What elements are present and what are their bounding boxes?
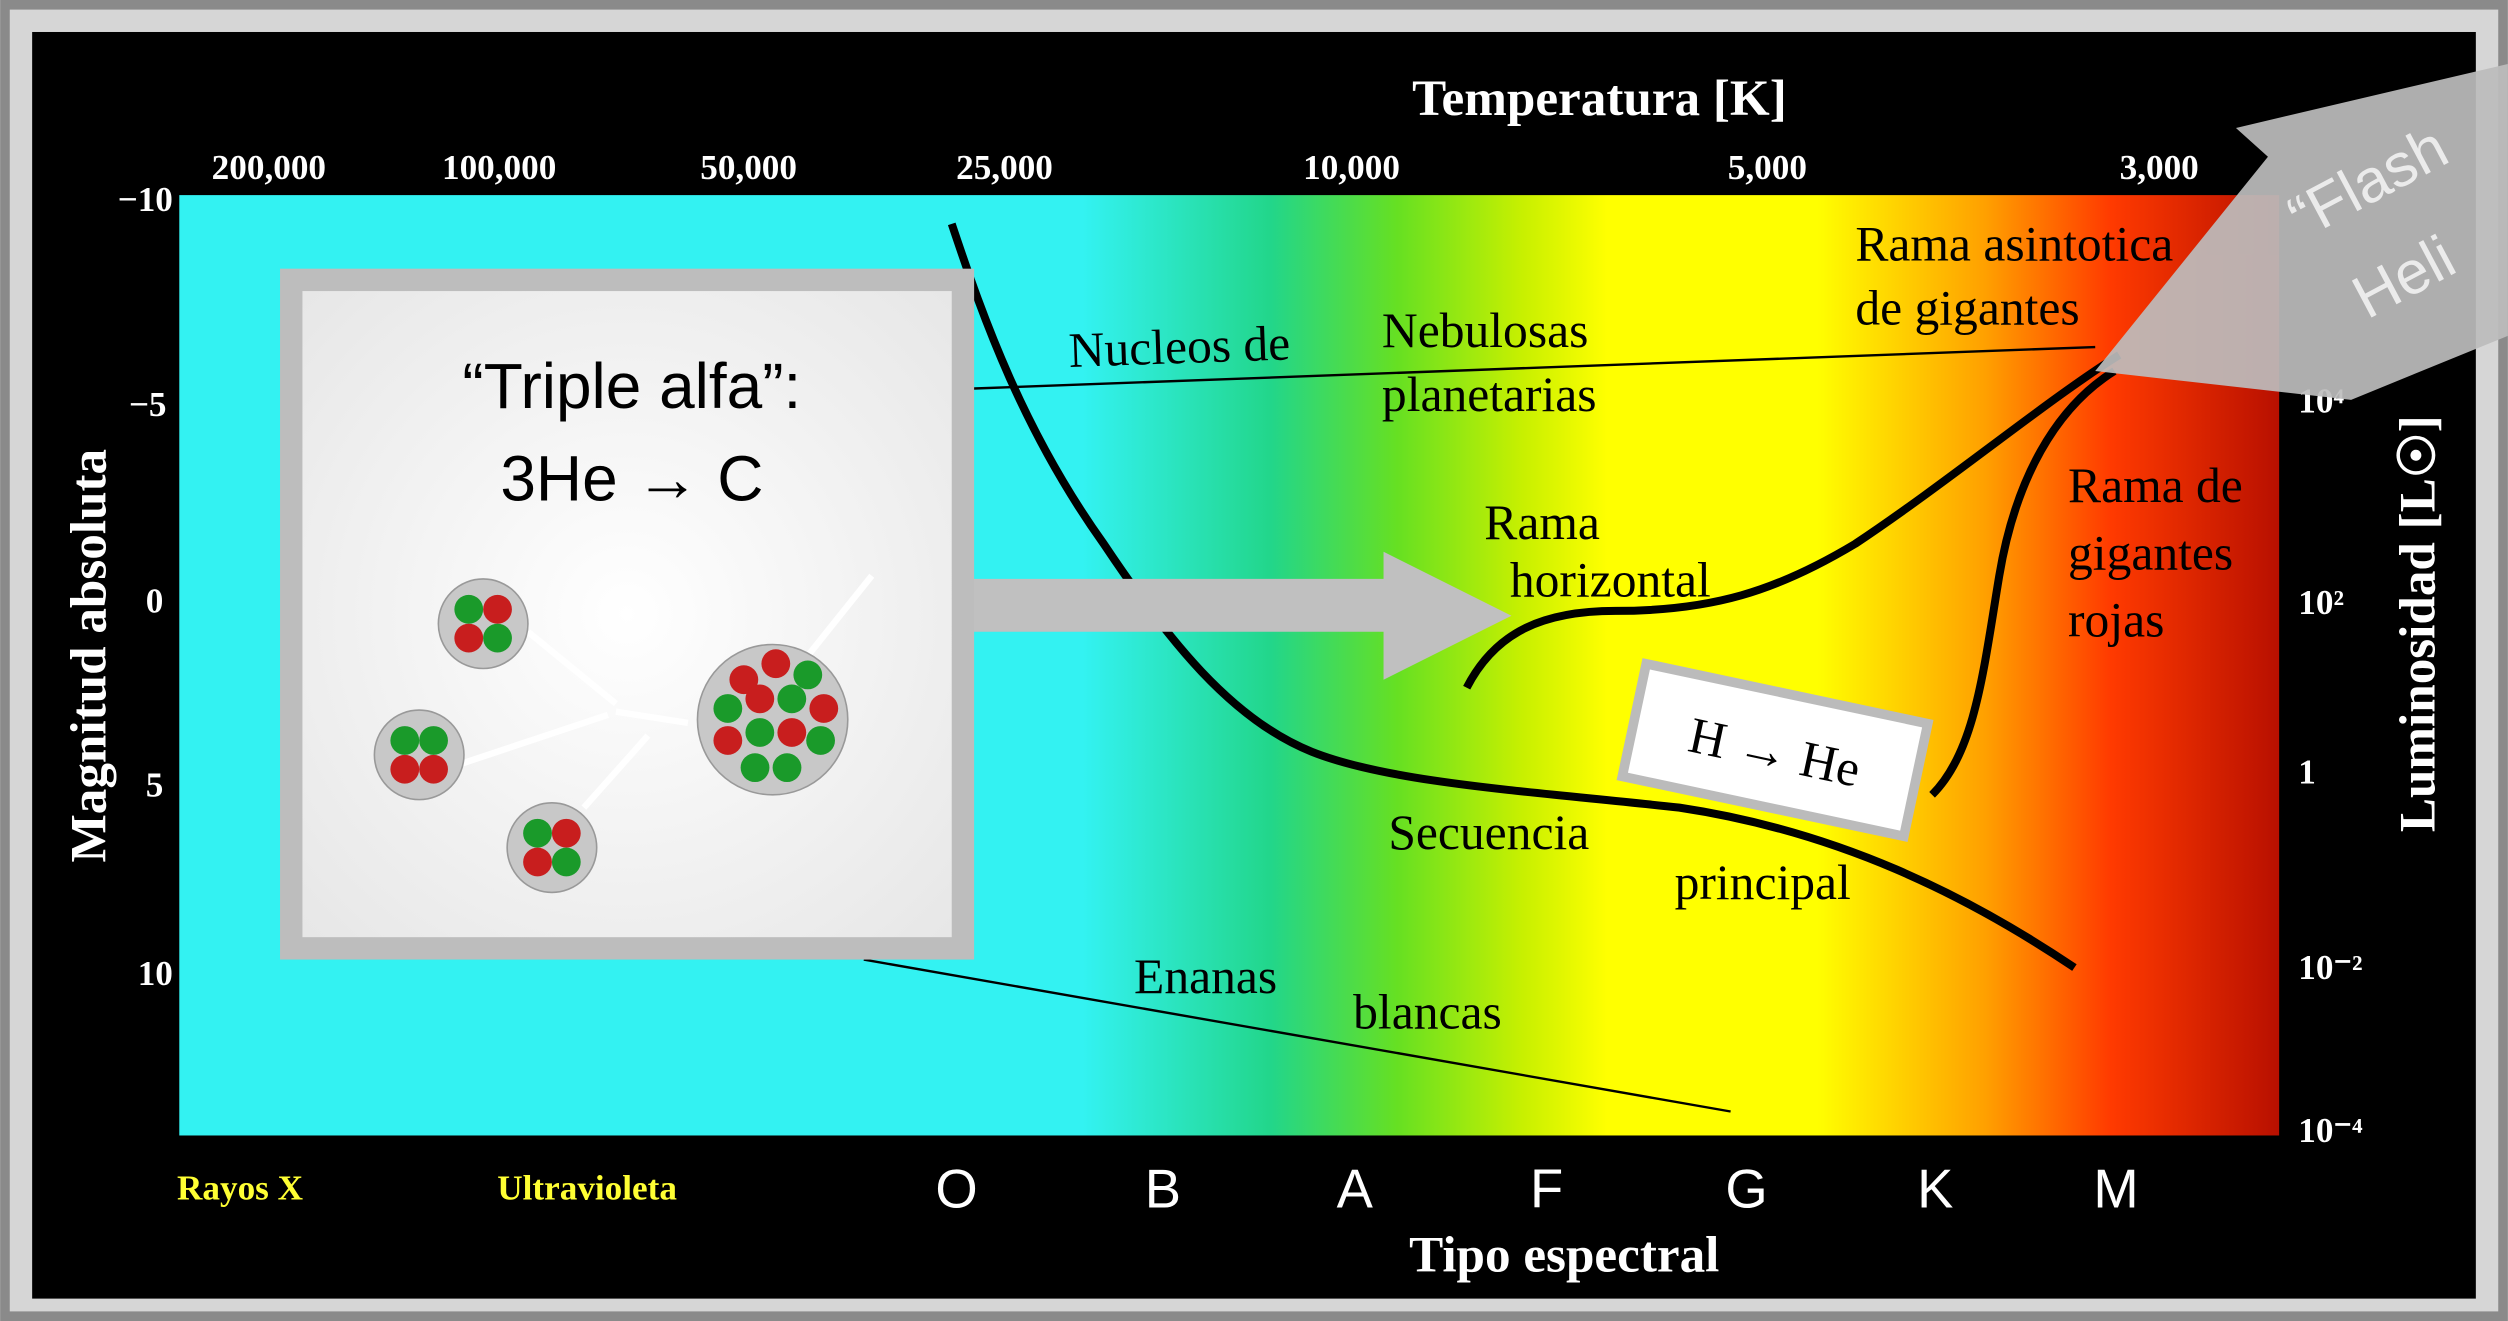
spectral-class: B [1145, 1158, 1181, 1219]
flash-arrow [2095, 63, 2508, 400]
region-label: principal [1675, 855, 1851, 910]
red-giant-curve [1929, 367, 2117, 798]
right-tick: 10² [2298, 583, 2344, 622]
right-axis-title: Luminosidad [L☉] [2389, 415, 2446, 832]
band-label: Ultravioleta [497, 1168, 677, 1207]
top-tick: 10,000 [1303, 148, 1400, 187]
right-tick: 1 [2298, 753, 2316, 792]
white-dwarf-track [863, 958, 1731, 1113]
spectral-class: A [1337, 1158, 1374, 1219]
left-tick: −10 [118, 180, 173, 219]
main-sequence-curve [947, 222, 2077, 971]
bottom-axis-title: Tipo espectral [1409, 1226, 1719, 1283]
horizontal-branch-curve [1463, 351, 2122, 690]
spectral-class: G [1725, 1158, 1767, 1219]
spectral-class: M [2093, 1158, 2138, 1219]
callout-box [1616, 658, 1934, 842]
planetary-nebula-track [970, 345, 2096, 390]
region-label: Secuencia [1388, 805, 1589, 860]
nuclei [373, 578, 849, 894]
region-label: Nucleos de [1068, 315, 1291, 378]
left-tick: 0 [146, 582, 164, 621]
region-label: Enanas [1134, 949, 1277, 1004]
region-label: de gigantes [1855, 281, 2079, 336]
region-label: horizontal [1510, 553, 1711, 608]
reaction-arrows [458, 573, 875, 810]
top-tick: 200,000 [212, 148, 326, 187]
inset-title: “Triple alfa”: [462, 350, 801, 422]
region-label: rojas [2068, 593, 2164, 648]
right-tick: 10⁻² [2298, 948, 2362, 987]
region-label: Rama asintotica [1855, 217, 2173, 272]
flash-callout: “Flash Heli [2095, 63, 2508, 400]
band-label: Rayos X [177, 1168, 303, 1207]
top-tick: 100,000 [442, 148, 556, 187]
h-he-callout: H → He [1616, 658, 1934, 842]
left-tick: −5 [129, 385, 167, 424]
region-label: planetarias [1382, 367, 1597, 422]
spectral-class: F [1530, 1158, 1563, 1219]
region-label: gigantes [2068, 525, 2233, 580]
inset-box [280, 268, 975, 960]
spectral-class: K [1917, 1158, 1953, 1219]
region-label: blancas [1353, 984, 1502, 1039]
top-tick: 50,000 [700, 148, 797, 187]
spectral-class: O [935, 1158, 977, 1219]
top-tick: 25,000 [956, 148, 1053, 187]
top-tick: 5,000 [1728, 148, 1807, 187]
left-axis-title: Magnitud absoluta [61, 449, 118, 863]
top-tick: 3,000 [2120, 148, 2199, 187]
inset-formula: 3He → C [500, 443, 763, 515]
region-label: Rama de [2068, 458, 2243, 513]
left-tick: 5 [146, 765, 164, 804]
region-label: Nebulosas [1382, 303, 1588, 358]
pointer-arrow [972, 551, 1512, 680]
right-tick: 10⁻⁴ [2298, 1111, 2363, 1150]
region-label: Rama [1484, 495, 1600, 550]
top-axis-title: Temperatura [K] [1412, 70, 1787, 127]
left-tick: 10 [138, 954, 173, 993]
